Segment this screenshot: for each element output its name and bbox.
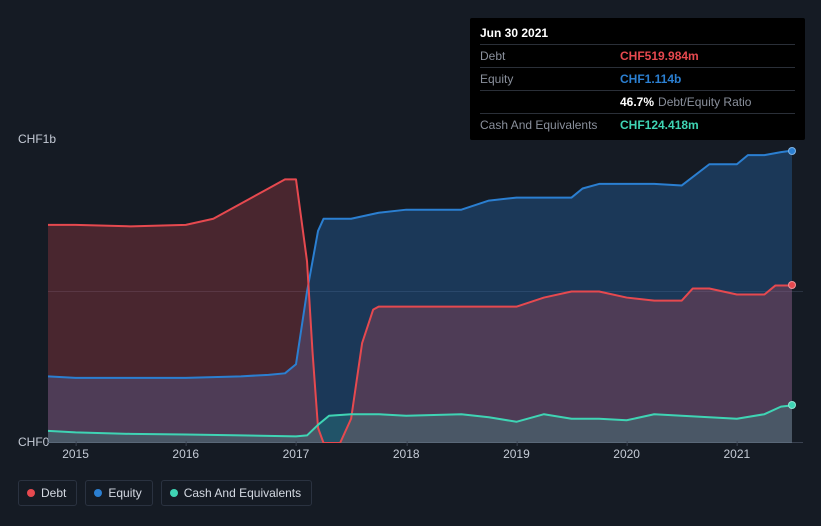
chart-plot-area[interactable]	[48, 140, 803, 443]
tooltip-row: Cash And EquivalentsCHF124.418m	[480, 113, 795, 136]
tooltip-value: CHF519.984m	[620, 47, 699, 65]
x-axis: 2015 2016 2017 2018 2019 2020 2021	[48, 447, 803, 467]
legend-item-debt[interactable]: Debt	[18, 480, 77, 506]
chart-tooltip: Jun 30 2021 DebtCHF519.984mEquityCHF1.11…	[470, 18, 805, 140]
x-axis-tick: 2018	[393, 447, 420, 461]
x-axis-tick: 2015	[62, 447, 89, 461]
tooltip-date: Jun 30 2021	[480, 24, 795, 42]
tooltip-label: Debt	[480, 47, 620, 65]
tooltip-value: 46.7%Debt/Equity Ratio	[620, 93, 751, 111]
legend-label: Cash And Equivalents	[184, 486, 301, 500]
equity-end-marker	[788, 147, 796, 155]
y-axis-label: CHF0	[18, 435, 49, 449]
chart-svg	[48, 140, 803, 443]
tooltip-note: Debt/Equity Ratio	[658, 95, 751, 109]
tooltip-row: DebtCHF519.984m	[480, 44, 795, 67]
tooltip-value: CHF1.114b	[620, 70, 681, 88]
legend-label: Equity	[108, 486, 141, 500]
tooltip-label: Cash And Equivalents	[480, 116, 620, 134]
tooltip-label: Equity	[480, 70, 620, 88]
cash-end-marker	[788, 401, 796, 409]
tooltip-value: CHF124.418m	[620, 116, 699, 134]
debt-end-marker	[788, 281, 796, 289]
x-axis-tick: 2020	[613, 447, 640, 461]
x-axis-tick: 2017	[283, 447, 310, 461]
legend-dot-icon	[27, 489, 35, 497]
legend-dot-icon	[170, 489, 178, 497]
x-axis-tick: 2016	[172, 447, 199, 461]
tooltip-label	[480, 93, 620, 111]
legend-item-cash[interactable]: Cash And Equivalents	[161, 480, 312, 506]
legend-label: Debt	[41, 486, 66, 500]
legend-dot-icon	[94, 489, 102, 497]
x-axis-tick: 2019	[503, 447, 530, 461]
tooltip-row: EquityCHF1.114b	[480, 67, 795, 90]
tooltip-row: 46.7%Debt/Equity Ratio	[480, 90, 795, 113]
chart-legend: Debt Equity Cash And Equivalents	[18, 480, 312, 506]
legend-item-equity[interactable]: Equity	[85, 480, 152, 506]
x-axis-tick: 2021	[724, 447, 751, 461]
